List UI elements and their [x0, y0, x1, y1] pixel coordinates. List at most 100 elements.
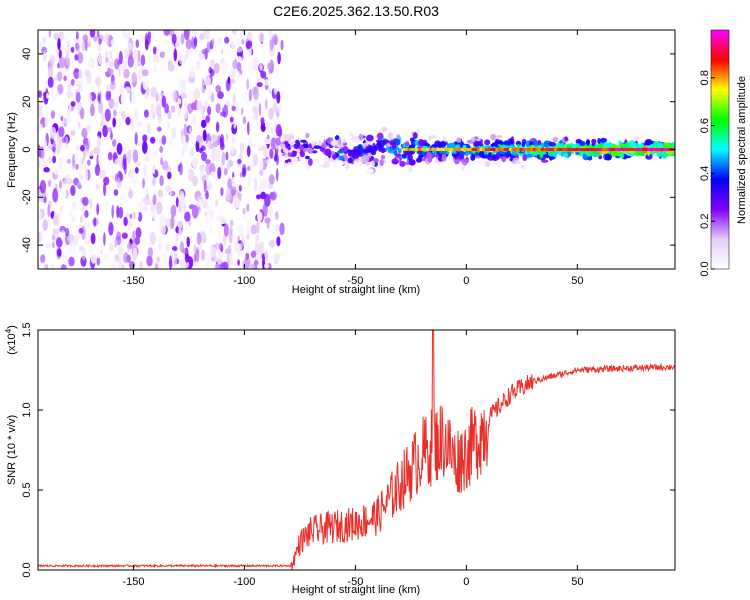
spectrogram-noise-cell — [94, 164, 101, 177]
spectrogram-signal-cell — [367, 168, 374, 174]
spectrogram-noise-cell — [175, 232, 180, 243]
spectrogram-noise-cell — [70, 78, 75, 86]
spectrogram-signal-cell — [543, 140, 549, 148]
spectrogram-noise-cell — [114, 101, 119, 109]
spectrogram-noise-cell — [206, 223, 213, 232]
spectrogram-signal-cell — [373, 158, 379, 163]
spectrogram-noise-cell — [165, 242, 170, 253]
spectrogram-y-tick-label: -20 — [21, 189, 33, 205]
spectrogram-noise-cell — [87, 93, 92, 105]
spectrogram-noise-cell — [123, 216, 128, 227]
spectrogram-noise-cell — [242, 164, 247, 176]
spectrogram-noise-cell — [45, 243, 52, 249]
spectrogram-noise-cell — [103, 64, 108, 73]
spectrogram-noise-cell — [74, 152, 78, 163]
spectrogram-noise-cell — [58, 57, 66, 69]
spectrogram-signal-cell — [415, 128, 420, 134]
spectrogram-noise-cell — [66, 90, 73, 99]
spectrogram-noise-cell — [163, 30, 170, 36]
spectrogram-noise-cell — [126, 217, 133, 231]
spectrogram-noise-cell — [155, 48, 160, 58]
spectrogram-signal-cell — [308, 158, 313, 166]
spectrogram-signal-cell — [291, 156, 299, 164]
spectrogram-signal-cell — [470, 137, 476, 142]
spectrogram-noise-cell — [68, 103, 72, 111]
spectrogram-noise-cell — [130, 118, 134, 132]
spectrogram-noise-cell — [239, 172, 243, 178]
spectrogram-signal-cell — [322, 125, 330, 132]
spectrogram-noise-cell — [118, 206, 124, 219]
spectrogram-noise-cell — [217, 37, 222, 46]
spectrogram-signal-cell — [336, 160, 345, 167]
spectrogram-noise-cell — [214, 263, 220, 269]
spectrogram-signal-cell — [296, 123, 300, 128]
spectrogram-signal-cell — [488, 152, 492, 157]
spectrogram-noise-cell — [43, 167, 50, 173]
snr-y-tick-label: 0.5 — [21, 482, 33, 497]
spectrogram-signal-cell — [591, 138, 597, 144]
spectrogram-noise-cell — [221, 61, 228, 74]
spectrogram-noise-cell — [196, 195, 204, 203]
spectrogram-noise-cell — [55, 237, 63, 248]
spectrogram-signal-cell — [456, 137, 462, 143]
spectrogram-noise-cell — [155, 92, 159, 103]
spectrogram-signal-cell — [310, 170, 315, 174]
spectrogram-noise-cell — [268, 30, 273, 40]
spectrogram-noise-cell — [57, 71, 63, 82]
spectrogram-noise-cell — [146, 122, 151, 134]
spectrogram-signal-cell — [537, 139, 542, 146]
spectrogram-signal-cell — [490, 133, 496, 141]
spectrogram-signal-cell — [330, 140, 338, 147]
spectrogram-signal-cell — [333, 162, 339, 168]
spectrogram-noise-cell — [248, 173, 251, 187]
spectrogram-noise-cell — [137, 212, 143, 222]
spectrogram-noise-cell — [236, 102, 240, 113]
spectrogram-noise-cell — [87, 60, 94, 69]
spectrogram-noise-cell — [186, 261, 190, 268]
spectrogram-noise-cell — [254, 240, 259, 251]
spectrogram-noise-cell — [237, 259, 240, 266]
spectrogram-noise-cell — [185, 134, 189, 143]
spectrogram-noise-cell — [183, 149, 190, 163]
spectrogram-noise-cell — [42, 249, 48, 254]
spectrogram-x-ticks: -150 -100 -50 0 50 — [122, 30, 583, 287]
spectrogram-signal-cell — [298, 145, 305, 150]
spectrogram-noise-cell — [258, 158, 264, 172]
spectrogram-noise-cell — [213, 63, 220, 74]
spectrogram-noise-cell — [181, 79, 186, 94]
spectrogram-noise-cell — [243, 256, 251, 269]
spectrogram-noise-cell — [157, 189, 164, 198]
spectrogram-noise-cell — [53, 208, 57, 216]
spectrogram-noise-cell — [103, 182, 107, 197]
spectrogram-noise-cell — [192, 30, 197, 39]
spectrogram-noise-cell — [269, 38, 274, 51]
spectrogram-noise-cell — [179, 193, 186, 208]
spectrogram-noise-cell — [189, 127, 192, 134]
spectrogram-noise-cell — [114, 158, 120, 166]
spectrogram-noise-cell — [271, 122, 275, 129]
spectrogram-noise-cell — [153, 46, 157, 55]
spectrogram-noise-cell — [168, 63, 175, 72]
spectrogram-noise-cell — [108, 60, 114, 68]
snr-x-tick-label: 0 — [463, 576, 469, 588]
spectrogram-noise-cell — [235, 47, 243, 53]
spectrogram-noise-cell — [246, 78, 249, 90]
spectrogram-plot-area — [38, 30, 675, 269]
spectrogram-noise-cell — [207, 140, 211, 149]
spectrogram-signal-cell — [347, 157, 353, 164]
spectrogram-signal-cell — [417, 155, 422, 161]
spectrogram-noise-cell — [39, 179, 47, 194]
spectrogram-noise-cell — [250, 250, 257, 259]
spectrogram-signal-cell — [433, 163, 440, 169]
spectrogram-noise-cell — [180, 33, 185, 45]
spectrogram-noise-cell — [142, 134, 148, 142]
spectrogram-noise-cell — [200, 119, 207, 128]
spectrogram-noise-cell — [223, 223, 229, 237]
spectrogram-noise-cell — [207, 106, 212, 116]
spectrogram-signal-cell — [653, 141, 659, 148]
spectrogram-noise-cell — [184, 211, 191, 222]
spectrogram-noise-cell — [190, 102, 198, 111]
spectrogram-noise-cell — [236, 38, 241, 49]
spectrogram-noise-cell — [116, 142, 123, 155]
spectrogram-noise-cell — [98, 37, 102, 45]
